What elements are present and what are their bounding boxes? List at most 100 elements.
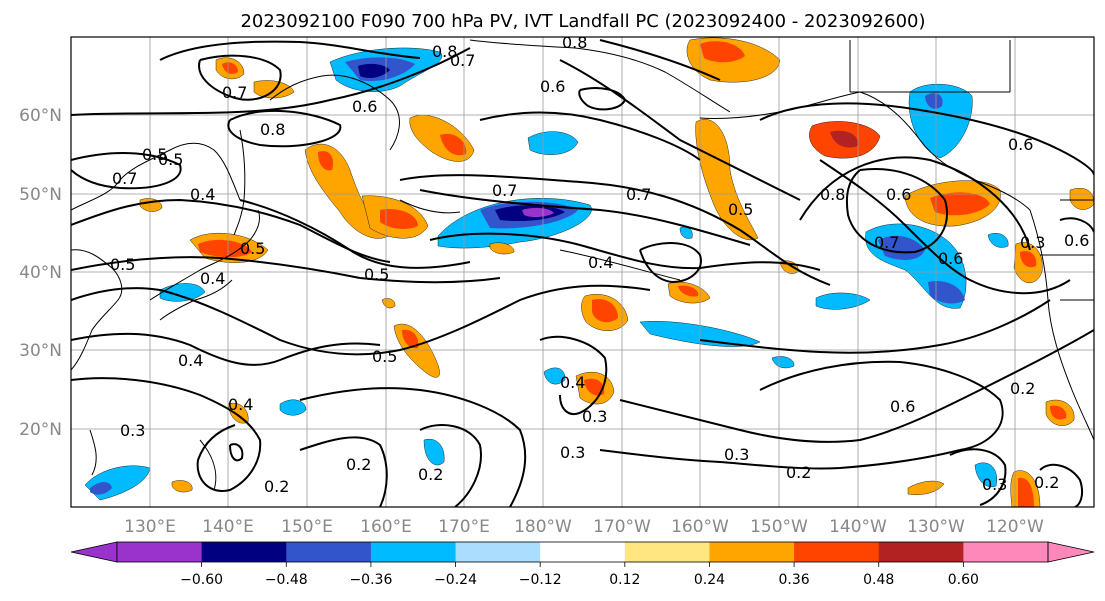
colorbar-tick-label: −0.60 — [180, 572, 223, 588]
lon-label: 140°W — [829, 517, 887, 537]
pv-positive-patch — [171, 480, 193, 493]
pv-positive-patch — [380, 208, 418, 229]
colorbar-frame — [116, 541, 1049, 563]
contour-label: 0.6 — [1064, 231, 1089, 250]
colorbar-swatch — [878, 542, 964, 562]
colorbar-swatch — [540, 542, 626, 562]
lon-label: 160°E — [360, 517, 412, 537]
pv-positive-patch — [584, 378, 605, 396]
colorbar-tick-label: −0.24 — [434, 572, 477, 588]
colorbar-extend-low — [70, 541, 118, 563]
contour-label: 0.7 — [492, 181, 517, 200]
lat-label: 40°N — [19, 263, 62, 283]
colorbar-swatch — [370, 542, 457, 562]
lon-label: 180°W — [514, 517, 572, 537]
contour-label: 0.6 — [540, 77, 565, 96]
contour-label: 0.4 — [560, 373, 585, 392]
lat-label: 30°N — [19, 341, 62, 361]
figure-title: 2023092100 F090 700 hPa PV, IVT Landfall… — [240, 11, 925, 32]
contour-label: 0.2 — [418, 465, 443, 484]
colorbar: −0.60 −0.48 −0.36 −0.24 −0.12 0.12 0.24 0.36 0.4… — [70, 541, 1095, 588]
pv-negative-patch — [928, 280, 965, 304]
contour-label: 0.2 — [1034, 473, 1059, 492]
colorbar-extend-high — [1047, 541, 1095, 563]
pv-negative-patch — [878, 235, 925, 260]
contour-label: 0.6 — [890, 397, 915, 416]
colorbar-swatch — [201, 542, 287, 562]
pv-positive-patch — [1050, 405, 1067, 420]
contour-label: 0.4 — [190, 185, 215, 204]
colorbar-swatch — [455, 542, 541, 562]
colorbar-swatch — [286, 542, 372, 562]
contour-label: 0.5 — [142, 145, 167, 164]
pv-positive-patch — [930, 192, 990, 216]
contour-label: 0.5 — [364, 265, 389, 284]
colorbar-swatch — [117, 542, 203, 562]
pv-positive-patch — [695, 119, 759, 240]
lat-label: 20°N — [19, 420, 62, 440]
contour-label: 0.2 — [1010, 379, 1035, 398]
pv-negative-patch — [527, 131, 579, 155]
pv-negative-patch — [987, 233, 1009, 248]
pv-positive-patch — [592, 298, 618, 323]
contour-label: 0.4 — [228, 395, 253, 414]
contour-label: 0.3 — [982, 475, 1007, 494]
contour-label: 0.4 — [588, 253, 613, 272]
contour-label: 0.5 — [728, 200, 753, 219]
contour-label: 0.5 — [110, 255, 135, 274]
lon-label: 130°W — [907, 517, 965, 537]
pv-negative-patch — [908, 83, 973, 159]
lon-label: 160°W — [671, 517, 729, 537]
contour-label: 0.5 — [240, 239, 265, 258]
contour-label: 0.5 — [158, 150, 183, 169]
contour-label: 0.6 — [886, 185, 911, 204]
pv-negative-patch — [159, 283, 206, 302]
contour-label: 0.7 — [222, 83, 247, 102]
contour-label: 0.3 — [1020, 233, 1045, 252]
lon-label: 150°E — [281, 517, 333, 537]
pv-positive-patch — [402, 329, 419, 349]
lon-label: 140°E — [202, 517, 254, 537]
contour-label: 0.7 — [450, 51, 475, 70]
pv-negative-patch — [974, 462, 997, 488]
pv-negative-patch — [90, 482, 112, 495]
pv-negative-patch — [543, 367, 566, 385]
lat-label: 60°N — [19, 106, 62, 126]
contour-label: 0.6 — [1008, 135, 1033, 154]
colorbar-swatch — [709, 542, 795, 562]
contour-label: 0.8 — [432, 42, 457, 61]
contour-label: 0.3 — [120, 421, 145, 440]
contour-label: 0.4 — [178, 351, 203, 370]
lon-label: 120°W — [986, 517, 1044, 537]
lon-label: 130°E — [124, 517, 176, 537]
pv-negative-patch — [279, 399, 307, 416]
contour-label: 0.6 — [352, 97, 377, 116]
contour-label: 0.8 — [260, 120, 285, 139]
contour-labels: 0.8 0.7 0.8 0.7 0.6 0.8 0.7 0.5 0.5 0.6 … — [110, 37, 1089, 496]
pv-positive-patch — [489, 242, 515, 255]
colorbar-tick-label: −0.12 — [519, 572, 562, 588]
contour-label: 0.7 — [626, 185, 651, 204]
colorbar-tick-label: 0.48 — [863, 572, 894, 588]
lon-label: 170°E — [438, 517, 490, 537]
pv-negative-patch — [925, 93, 943, 109]
pv-negative-patch — [358, 63, 390, 78]
pv-positive-patch — [1020, 250, 1037, 268]
contour-label: 0.6 — [938, 249, 963, 268]
colorbar-tick-label: 0.24 — [694, 572, 725, 588]
pv-negative-patch — [815, 292, 871, 310]
pv-positive-patch — [1018, 477, 1034, 507]
map-frame — [70, 36, 1095, 508]
contour-label: 0.8 — [820, 185, 845, 204]
colorbar-tick-label: −0.36 — [349, 572, 392, 588]
contour-label: 0.4 — [200, 269, 225, 288]
pv-positive-patch — [700, 41, 745, 63]
lon-label: 170°W — [593, 517, 651, 537]
colorbar-swatch — [794, 542, 880, 562]
pv-positive-patch — [907, 480, 945, 495]
contour-label: 0.3 — [724, 445, 749, 464]
colorbar-tick-label: 0.36 — [779, 572, 810, 588]
pv-positive-patch — [381, 298, 396, 309]
contour-label: 0.2 — [786, 463, 811, 482]
